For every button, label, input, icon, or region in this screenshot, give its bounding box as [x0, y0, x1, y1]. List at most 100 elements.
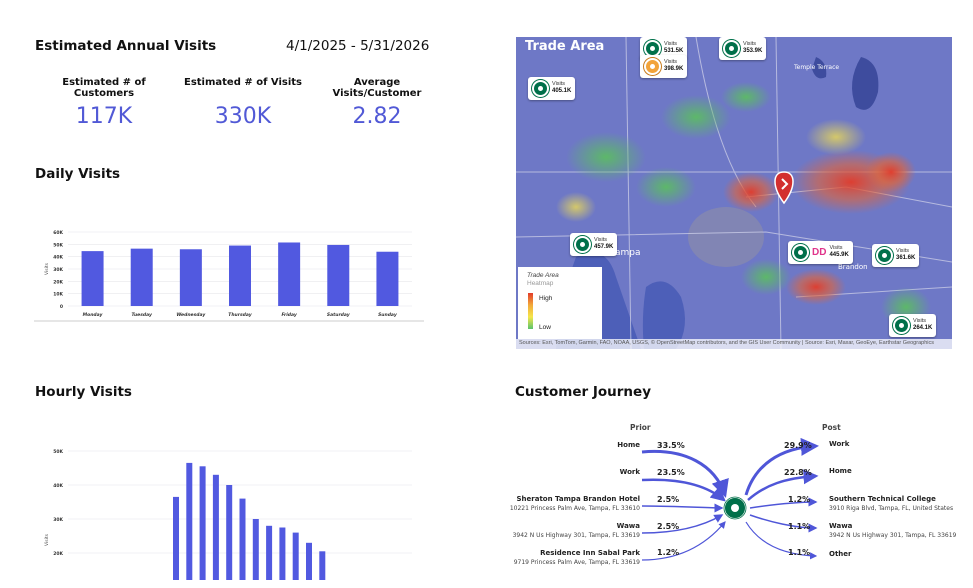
page-title: Estimated Annual Visits — [35, 38, 217, 54]
bar[interactable] — [130, 248, 153, 306]
map-pin-card[interactable]: Visits 264.1K — [889, 314, 937, 337]
journey-prior-pct: 2.5% — [657, 522, 680, 531]
y-tick-label: 20K — [53, 551, 63, 557]
journey-post-address: 3910 Riga Blvd, Tampa, FL, United States — [829, 505, 954, 512]
bar[interactable] — [179, 249, 202, 306]
map-attribution: Sources: Esri, TomTom, Garmin, FAO, NOAA… — [516, 339, 952, 349]
journey-post-item: Wawa — [829, 522, 853, 530]
map-pin-card[interactable]: Visits 457.9K — [570, 233, 618, 256]
journey-post-pct: 1.1% — [788, 522, 811, 531]
x-tick-label: Monday — [83, 312, 104, 318]
daily-visits-title: Daily Visits — [35, 166, 121, 182]
map-title: Trade Area — [525, 39, 605, 54]
legend-high: High — [539, 295, 553, 302]
place-label-tampa: Tampa — [610, 248, 641, 258]
journey-prior-pct: 33.5% — [657, 441, 685, 450]
daily-visits-chart: 60K 50K 40K 30K 20K 10K 0 Visits Monday Tuesday We… — [34, 230, 424, 322]
journey-prior-pct: 23.5% — [657, 468, 685, 477]
x-tick-label: Sunday — [378, 312, 398, 318]
place-label-brandon: Brandon — [838, 263, 868, 271]
map-pin-card[interactable]: Visits 405.1K — [528, 77, 576, 100]
map-pin-card[interactable]: Visits 353.9K — [719, 37, 767, 60]
kpi-visits-value: 330K — [214, 104, 272, 129]
starbucks-logo-icon — [532, 80, 549, 97]
trade-area-map[interactable]: Temple Terrace Tampa Brandon Trade Area … — [516, 37, 952, 349]
journey-prior-item: Sheraton Tampa Brandon Hotel — [516, 495, 640, 503]
y-tick-label: 0 — [60, 304, 63, 310]
starbucks-logo-icon — [574, 236, 591, 253]
customer-journey-title: Customer Journey — [515, 384, 651, 400]
kpi-avg-label: Average Visits/Customer — [332, 77, 422, 99]
starbucks-logo-icon — [893, 317, 910, 334]
bar[interactable] — [266, 525, 273, 580]
kpi-customers-label: Estimated # of Customers — [62, 77, 146, 99]
journey-prior-address: 10221 Princess Palm Ave, Tampa, FL 33610 — [509, 505, 640, 512]
bar[interactable] — [186, 462, 193, 580]
map-legend: Trade Area Heatmap High Low — [518, 267, 602, 339]
bar[interactable] — [252, 519, 259, 580]
bar[interactable] — [81, 251, 104, 306]
journey-post-item: Home — [829, 467, 852, 475]
dunkin-logo-icon — [644, 58, 661, 75]
journey-prior-item: Wawa — [616, 522, 640, 530]
y-tick-label: 60K — [53, 230, 63, 236]
legend-title: Trade Area — [527, 272, 559, 279]
starbucks-logo-icon — [792, 244, 809, 261]
journey-post-pct: 1.1% — [788, 548, 811, 557]
bar[interactable] — [173, 496, 179, 580]
y-tick-label: 30K — [53, 267, 63, 273]
journey-post-header: Post — [822, 423, 841, 432]
bar[interactable] — [306, 542, 312, 580]
bar[interactable] — [292, 532, 299, 580]
bar[interactable] — [199, 466, 206, 580]
bar[interactable] — [229, 245, 251, 306]
bar[interactable] — [278, 242, 301, 306]
y-axis-label: Visits — [44, 262, 50, 275]
journey-prior-address: 3942 N Us Highway 301, Tampa, FL 33619 — [512, 532, 640, 539]
y-tick-label: 40K — [53, 483, 63, 489]
x-tick-label: Saturday — [327, 312, 351, 318]
journey-post-address: 3942 N Us Highway 301, Tampa, FL 33619 — [829, 532, 957, 539]
map-pin-card[interactable]: Visits 398.9K — [640, 55, 688, 78]
starbucks-logo-icon — [876, 247, 893, 264]
kpi-visits-label: Estimated # of Visits — [183, 77, 303, 88]
map-pin-card[interactable]: Visits 531.5K — [640, 37, 688, 60]
location-marker-icon[interactable] — [774, 171, 794, 205]
journey-prior-address: 9719 Princess Palm Ave, Tampa, FL 33619 — [513, 559, 640, 566]
bar[interactable] — [376, 251, 399, 306]
x-tick-label: Thursday — [228, 312, 252, 318]
journey-arrows — [641, 437, 819, 561]
journey-prior-item: Home — [617, 441, 640, 449]
y-tick-label: 50K — [53, 242, 63, 248]
journey-post-item: Work — [829, 440, 850, 448]
y-tick-label: 10K — [53, 292, 63, 298]
dunkin-logo-icon: DD — [812, 247, 827, 258]
map-pin-card[interactable]: Visits 361.6K — [872, 244, 920, 267]
journey-prior-header: Prior — [630, 423, 651, 432]
journey-post-item: Southern Technical College — [829, 495, 936, 503]
bar[interactable] — [327, 244, 350, 306]
y-axis-label: Visits — [44, 533, 50, 546]
date-range: 4/1/2025 - 5/31/2026 — [286, 38, 430, 54]
x-tick-label: Wednesday — [176, 312, 206, 318]
legend-gradient — [528, 293, 533, 329]
bar[interactable] — [279, 527, 286, 581]
bar[interactable] — [212, 474, 219, 580]
map-pin-card[interactable]: DD Visits 445.9K — [788, 241, 853, 264]
x-tick-label: Friday — [281, 312, 297, 318]
hourly-visits-title: Hourly Visits — [35, 384, 132, 400]
place-label: Temple Terrace — [793, 64, 839, 71]
bar[interactable] — [319, 551, 326, 580]
bar[interactable] — [239, 498, 246, 580]
y-tick-label: 40K — [53, 255, 63, 261]
journey-prior-item: Work — [619, 468, 640, 476]
journey-post-pct: 22.8% — [784, 468, 812, 477]
journey-prior-pct: 2.5% — [657, 495, 680, 504]
journey-post-pct: 29.9% — [784, 441, 812, 450]
journey-prior-item: Residence Inn Sabal Park — [540, 549, 640, 557]
legend-low: Low — [539, 324, 551, 331]
bar[interactable] — [226, 485, 233, 580]
y-tick-label: 50K — [53, 449, 63, 455]
legend-subtitle: Heatmap — [527, 280, 554, 287]
kpi-avg-value: 2.82 — [352, 104, 402, 129]
